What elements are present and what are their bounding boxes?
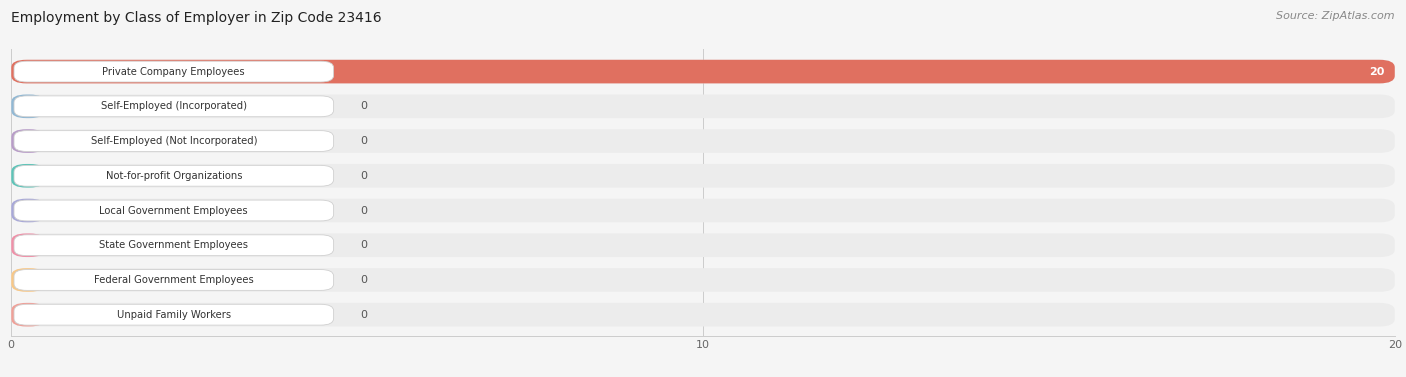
FancyBboxPatch shape xyxy=(14,304,333,325)
FancyBboxPatch shape xyxy=(11,164,45,188)
FancyBboxPatch shape xyxy=(11,129,1395,153)
Text: Self-Employed (Incorporated): Self-Employed (Incorporated) xyxy=(101,101,247,111)
Text: 20: 20 xyxy=(1369,67,1385,77)
Text: 0: 0 xyxy=(360,275,367,285)
Text: Private Company Employees: Private Company Employees xyxy=(103,67,245,77)
FancyBboxPatch shape xyxy=(14,61,333,82)
FancyBboxPatch shape xyxy=(11,303,1395,326)
FancyBboxPatch shape xyxy=(11,233,45,257)
FancyBboxPatch shape xyxy=(11,60,1395,83)
FancyBboxPatch shape xyxy=(11,95,1395,118)
FancyBboxPatch shape xyxy=(11,268,1395,292)
FancyBboxPatch shape xyxy=(11,199,1395,222)
Text: 0: 0 xyxy=(360,171,367,181)
FancyBboxPatch shape xyxy=(14,166,333,186)
Text: Employment by Class of Employer in Zip Code 23416: Employment by Class of Employer in Zip C… xyxy=(11,11,382,25)
FancyBboxPatch shape xyxy=(11,303,45,326)
FancyBboxPatch shape xyxy=(11,199,45,222)
FancyBboxPatch shape xyxy=(11,129,45,153)
FancyBboxPatch shape xyxy=(14,200,333,221)
FancyBboxPatch shape xyxy=(14,130,333,152)
Text: Unpaid Family Workers: Unpaid Family Workers xyxy=(117,310,231,320)
Text: 0: 0 xyxy=(360,136,367,146)
FancyBboxPatch shape xyxy=(14,96,333,117)
FancyBboxPatch shape xyxy=(11,95,45,118)
Text: 0: 0 xyxy=(360,240,367,250)
FancyBboxPatch shape xyxy=(11,233,1395,257)
Text: Self-Employed (Not Incorporated): Self-Employed (Not Incorporated) xyxy=(90,136,257,146)
Text: Federal Government Employees: Federal Government Employees xyxy=(94,275,253,285)
FancyBboxPatch shape xyxy=(14,235,333,256)
Text: Not-for-profit Organizations: Not-for-profit Organizations xyxy=(105,171,242,181)
Text: 0: 0 xyxy=(360,101,367,111)
FancyBboxPatch shape xyxy=(11,60,1395,83)
Text: 0: 0 xyxy=(360,310,367,320)
FancyBboxPatch shape xyxy=(14,270,333,290)
FancyBboxPatch shape xyxy=(11,268,45,292)
Text: Source: ZipAtlas.com: Source: ZipAtlas.com xyxy=(1277,11,1395,21)
FancyBboxPatch shape xyxy=(11,164,1395,188)
Text: Local Government Employees: Local Government Employees xyxy=(100,205,247,216)
Text: 0: 0 xyxy=(360,205,367,216)
Text: State Government Employees: State Government Employees xyxy=(100,240,249,250)
